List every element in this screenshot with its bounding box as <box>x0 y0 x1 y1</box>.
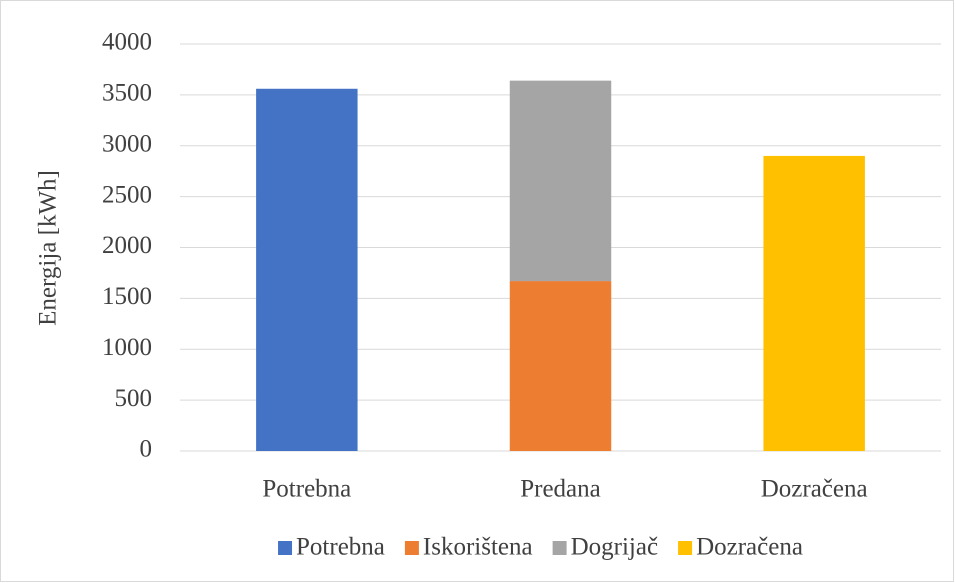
legend-swatch <box>552 541 567 555</box>
y-tick-label: 1500 <box>102 283 152 310</box>
bar-segment <box>256 88 358 452</box>
x-tick-label: Dozračena <box>761 476 868 503</box>
y-tick-label: 3000 <box>102 130 152 157</box>
bar-segment <box>509 281 612 451</box>
legend-swatch <box>678 541 693 555</box>
legend-label: Dogrijač <box>571 534 658 561</box>
y-tick-label: 2500 <box>102 181 152 208</box>
x-tick-label: Potrebna <box>262 476 351 503</box>
legend-swatch <box>404 541 419 555</box>
legend-label: Potrebna <box>296 534 385 561</box>
y-tick-label: 4000 <box>102 29 152 56</box>
y-tick-label: 0 <box>140 436 153 463</box>
y-tick-label: 1000 <box>102 334 152 361</box>
y-tick-label: 3500 <box>102 80 152 107</box>
legend-label: Dozračena <box>696 534 803 561</box>
legend-label: Iskorištena <box>423 534 533 561</box>
y-tick-label: 2000 <box>102 232 152 259</box>
y-axis-label: Energija [kWh] <box>35 170 62 326</box>
bar-segment <box>763 155 865 452</box>
y-tick-label: 500 <box>115 385 153 412</box>
legend-swatch <box>278 541 293 555</box>
x-tick-label: Predana <box>520 476 601 503</box>
bar-segment <box>509 80 612 282</box>
